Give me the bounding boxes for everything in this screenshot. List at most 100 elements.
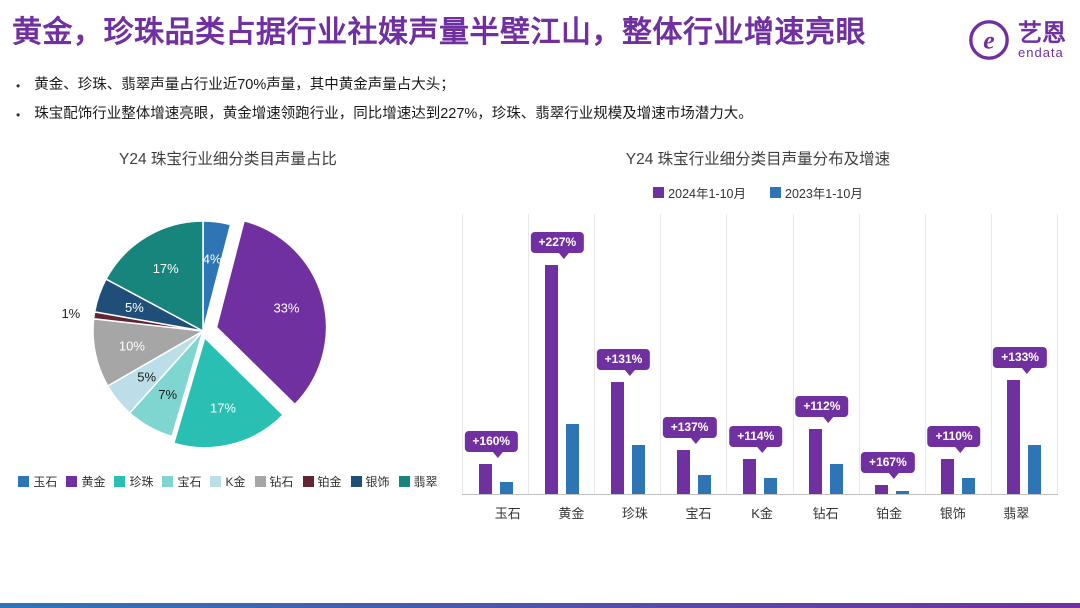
bar-2024	[875, 484, 889, 495]
legend-swatch	[162, 476, 174, 488]
legend-label: 黄金	[81, 475, 106, 490]
bar-category-label: 玉石	[494, 506, 521, 522]
bar-2024	[809, 428, 823, 495]
pie-legend-item: 银饰	[350, 473, 390, 490]
legend-label: 银饰	[365, 475, 390, 490]
bar-category-label: 铂金	[876, 506, 903, 522]
bar-2023	[697, 475, 711, 495]
growth-badge: +133%	[993, 346, 1047, 374]
bar-category-8: +110%	[924, 214, 991, 495]
endata-logo-icon: e	[969, 20, 1009, 60]
growth-badge: +110%	[927, 426, 981, 454]
bar-legend-item: 2023年1-10月	[770, 183, 863, 202]
pie-legend-item: K金	[210, 473, 246, 490]
bar-2024	[941, 459, 955, 495]
legend-swatch	[302, 476, 314, 488]
legend-swatch	[18, 476, 30, 488]
header: 黄金，珍珠品类占据行业社媒声量半壁江山，整体行业增速亮眼 e 艺恩 endata	[0, 0, 1080, 62]
bar-category-5: +114%	[726, 214, 792, 495]
bar-category-label: 珍珠	[621, 506, 648, 522]
bar-legend-item: 2024年1-10月	[653, 183, 746, 202]
legend-label: 玉石	[33, 475, 58, 490]
legend-label: K金	[225, 475, 246, 490]
legend-swatch	[350, 476, 362, 488]
bar-2024	[676, 449, 690, 495]
badge-tail	[1021, 367, 1032, 379]
pie-legend-item: 铂金	[302, 473, 342, 490]
bar-2024	[1007, 379, 1021, 495]
badge-tail	[889, 472, 900, 484]
svg-text:e: e	[983, 26, 994, 55]
bar-2023	[830, 463, 844, 495]
bar-2024	[478, 463, 492, 495]
legend-swatch	[653, 187, 665, 199]
bar-category-6: +112%	[792, 214, 859, 495]
legend-label: 翡翠	[413, 475, 438, 490]
badge-tail	[492, 451, 503, 463]
legend-swatch	[210, 476, 222, 488]
pie-slice-label: 7%	[158, 387, 177, 402]
bar-category-label: 宝石	[685, 506, 712, 522]
growth-badge: +160%	[464, 430, 519, 458]
bar-category-4: +137%	[660, 214, 726, 495]
bullet-text-2: 珠宝配饰行业整体增速亮眼，黄金增速领跑行业，同比增速达到227%，珍珠、翡翠行业…	[34, 105, 753, 122]
badge-tail	[624, 370, 635, 381]
page-title: 黄金，珍珠品类占据行业社媒声量半壁江山，整体行业增速亮眼	[12, 16, 866, 49]
badge-tail	[955, 447, 966, 458]
bar-2024	[544, 265, 558, 495]
bar-chart-title: Y24 珠宝行业细分类目声量分布及增速	[625, 151, 891, 169]
bar-chart-section: Y24 珠宝行业细分类目声量分布及增速 2024年1-10月 2023年1-10月…	[448, 139, 1068, 522]
bar-category-2: +227%	[528, 214, 594, 495]
bullet-marker-icon: •	[16, 107, 21, 122]
growth-badge: +112%	[795, 395, 849, 423]
bullet-marker-icon: •	[16, 79, 21, 93]
pie-slice-9	[105, 220, 204, 333]
bottom-accent-bar	[0, 603, 1080, 608]
logo-text: 艺恩 endata	[1018, 20, 1066, 60]
pie-slice-label: 5%	[125, 300, 144, 315]
bar-2023	[962, 477, 976, 495]
bar-category-3: +131%	[594, 214, 660, 495]
pie-slice-label: 33%	[273, 301, 299, 316]
legend-label: 铂金	[317, 475, 342, 490]
legend-swatch	[66, 476, 78, 488]
pie-legend: 玉石 黄金 珍珠 宝石 K金 钻石 铂金 银饰 翡翠	[8, 473, 448, 490]
badge-tail	[558, 253, 569, 264]
summary-bullets: • 黄金、珍珠、翡翠声量占行业近70%声量，其中黄金声量占大头； • 珠宝配饰行…	[0, 62, 1080, 124]
legend-label: 2023年1-10月	[785, 187, 863, 202]
pie-slice-label: 17%	[153, 261, 179, 276]
bar-category-labels: 玉石 黄金 珍珠 宝石 K金 钻石 铂金 银饰 翡翠	[476, 503, 1048, 522]
bar-category-label: 银饰	[939, 506, 966, 522]
legend-label: 2024年1-10月	[668, 187, 746, 202]
growth-badge: +167%	[861, 451, 915, 479]
growth-badge: +131%	[596, 349, 651, 377]
pie-chart: 4%33%17%7%5%10%1% 5%17%	[61, 220, 328, 449]
bullet-text-1: 黄金、珍珠、翡翠声量占行业近70%声量，其中黄金声量占大头；	[34, 77, 455, 93]
bar-2023	[565, 424, 579, 495]
bar-2024	[610, 382, 624, 495]
bar-2023	[763, 477, 777, 495]
pie-legend-item: 宝石	[162, 473, 201, 490]
bar-category-1: +160%	[462, 214, 528, 495]
legend-swatch	[114, 476, 126, 488]
bar-category-9: +133%	[990, 214, 1058, 495]
bar-chart: +160% +227% +131% +137% +114% +112% +167% +110%…	[462, 214, 1058, 522]
pie-slice-3	[172, 336, 285, 449]
badge-tail	[823, 416, 834, 428]
legend-label: 珍珠	[129, 475, 154, 490]
bar-legend: 2024年1-10月 2023年1-10月	[448, 183, 1068, 202]
bar-2023	[896, 490, 910, 495]
bar-category-label: K金	[751, 506, 773, 522]
pie-legend-item: 钻石	[254, 473, 294, 490]
bar-2023	[499, 482, 513, 495]
legend-swatch	[254, 476, 266, 488]
legend-swatch	[770, 187, 781, 199]
pie-chart-title: Y24 珠宝行业细分类目声量占比	[119, 151, 337, 169]
bar-category-label: 翡翠	[1003, 506, 1030, 522]
bar-category-label: 黄金	[558, 506, 585, 522]
bar-category-7: +167%	[858, 214, 925, 495]
legend-label: 宝石	[177, 475, 202, 490]
brand-logo: e 艺恩 endata	[967, 18, 1066, 62]
pie-legend-item: 珍珠	[114, 473, 153, 490]
